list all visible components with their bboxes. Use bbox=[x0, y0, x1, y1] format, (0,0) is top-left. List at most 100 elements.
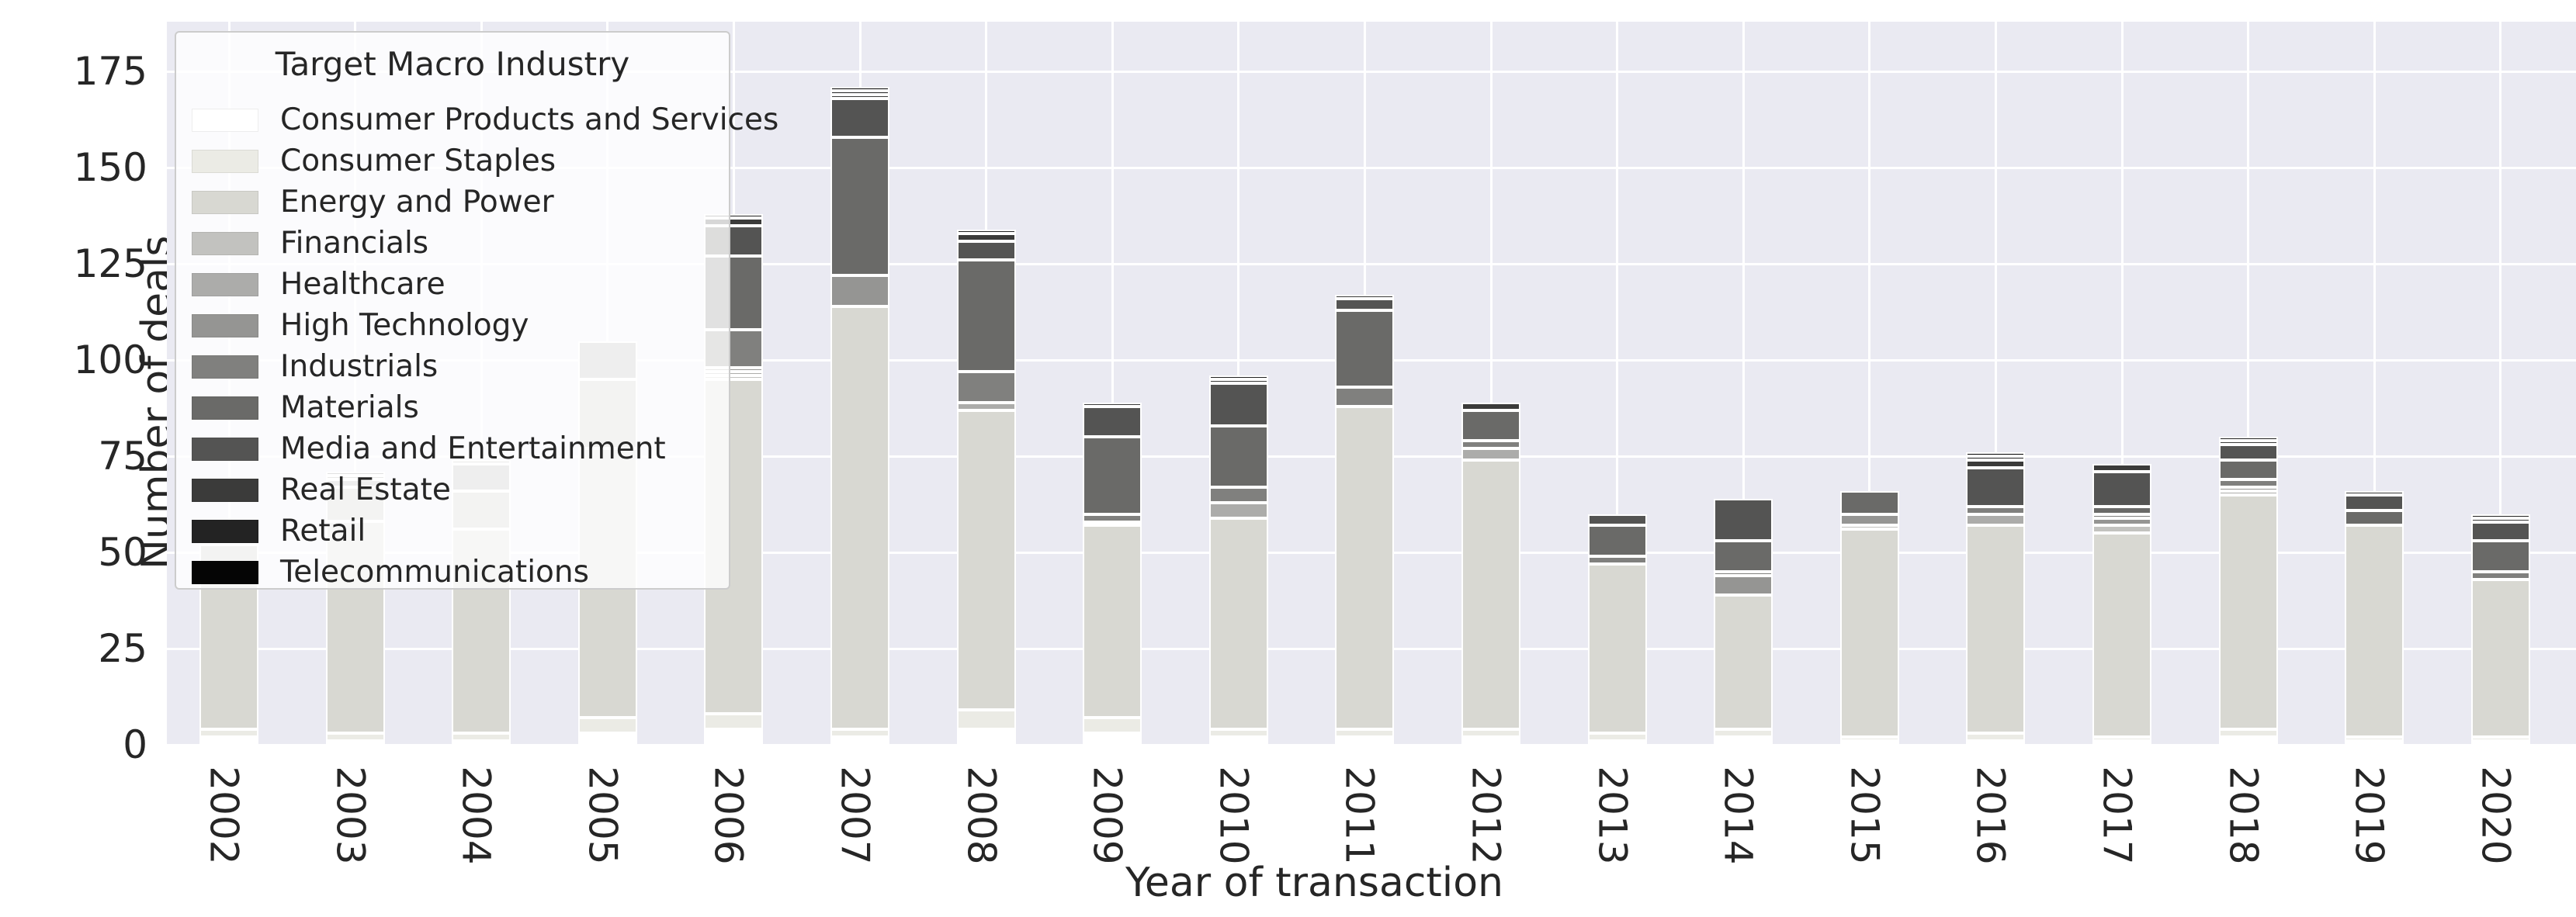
bar-segment bbox=[1208, 517, 1268, 730]
stacked-bar-2012 bbox=[1461, 402, 1520, 745]
bar-segment bbox=[1966, 456, 2026, 461]
bar-segment bbox=[325, 733, 385, 742]
bar-segment bbox=[1208, 375, 1268, 380]
bar-segment bbox=[1966, 525, 2026, 734]
legend-swatch bbox=[192, 313, 258, 337]
bar-segment bbox=[1966, 452, 2026, 457]
x-tick-label: 2020 bbox=[2473, 766, 2519, 865]
bar-segment bbox=[2345, 494, 2404, 510]
bar-segment bbox=[1208, 737, 1268, 745]
stacked-bar-2020 bbox=[2470, 514, 2530, 745]
bar-segment bbox=[2092, 514, 2151, 518]
x-tick-label: 2009 bbox=[1084, 766, 1130, 865]
legend-swatch bbox=[192, 231, 258, 255]
bar-segment bbox=[577, 718, 637, 734]
bar-segment bbox=[325, 741, 385, 745]
bar-segment bbox=[830, 275, 889, 306]
bar-segment bbox=[1083, 718, 1142, 734]
bar-segment bbox=[1587, 556, 1647, 565]
bar-segment bbox=[2345, 741, 2404, 745]
x-tick-label: 2016 bbox=[1968, 766, 2014, 865]
gridline-v bbox=[1616, 22, 1619, 745]
stacked-bar-2007 bbox=[830, 87, 889, 745]
legend-item: High Technology bbox=[192, 305, 721, 346]
bar-segment bbox=[1966, 460, 2026, 469]
bar-segment bbox=[956, 372, 1016, 403]
gridline-h bbox=[167, 166, 2576, 169]
legend-label: Consumer Products and Services bbox=[280, 102, 779, 137]
bar-segment bbox=[2470, 517, 2530, 522]
gridline-v bbox=[2499, 22, 2502, 745]
bar-segment bbox=[2470, 741, 2530, 745]
gridline-v bbox=[2373, 22, 2376, 745]
bar-segment bbox=[1461, 737, 1520, 745]
x-tick-label: 2015 bbox=[1842, 766, 1888, 865]
x-tick-label: 2007 bbox=[832, 766, 878, 865]
bar-segment bbox=[1083, 521, 1142, 526]
bar-segment bbox=[2218, 479, 2278, 487]
bar-segment bbox=[2345, 510, 2404, 526]
bar-segment bbox=[2092, 464, 2151, 472]
legend-label: Consumer Staples bbox=[280, 144, 556, 178]
legend-label: Healthcare bbox=[280, 267, 446, 302]
gridline-h bbox=[167, 70, 2576, 73]
bar-segment bbox=[1335, 310, 1395, 387]
gridline-h bbox=[167, 743, 2576, 746]
x-tick-label: 2003 bbox=[328, 766, 373, 865]
bar-segment bbox=[1714, 737, 1773, 745]
bar-segment bbox=[2218, 494, 2278, 730]
bar-segment bbox=[1966, 514, 2026, 526]
legend-swatch bbox=[192, 272, 258, 296]
bar-segment bbox=[704, 714, 764, 730]
bar-segment bbox=[1839, 737, 1899, 742]
bar-segment bbox=[830, 95, 889, 99]
bar-segment bbox=[2345, 737, 2404, 742]
bar-segment bbox=[1839, 525, 1899, 530]
x-tick-label: 2017 bbox=[2094, 766, 2140, 865]
x-tick-label: 2005 bbox=[580, 766, 626, 865]
bar-segment bbox=[830, 91, 889, 95]
bar-segment bbox=[1587, 733, 1647, 742]
legend-label: Real Estate bbox=[280, 472, 451, 507]
gridline-v bbox=[1742, 22, 1745, 745]
x-tick-label: 2018 bbox=[2221, 766, 2266, 865]
bar-segment bbox=[1208, 425, 1268, 487]
stacked-bar-2010 bbox=[1208, 375, 1268, 745]
bar-segment bbox=[2470, 571, 2530, 580]
stacked-bar-2017 bbox=[2092, 464, 2151, 745]
legend-label: High Technology bbox=[280, 308, 529, 343]
bar-segment bbox=[830, 99, 889, 137]
stacked-bar-2014 bbox=[1714, 498, 1773, 745]
bar-segment bbox=[1208, 502, 1268, 518]
bar-segment bbox=[956, 240, 1016, 261]
legend-label: Industrials bbox=[280, 349, 439, 384]
bar-segment bbox=[830, 737, 889, 745]
bar-segment bbox=[956, 402, 1016, 410]
bar-segment bbox=[1335, 295, 1395, 299]
bar-segment bbox=[1966, 741, 2026, 745]
gridline-v bbox=[1489, 22, 1493, 745]
bar-segment bbox=[1461, 441, 1520, 449]
legend-item: Financials bbox=[192, 223, 721, 264]
gridline-v bbox=[1111, 22, 1114, 745]
y-tick-label: 175 bbox=[73, 49, 147, 95]
gridline-h bbox=[167, 262, 2576, 265]
gridline-v bbox=[1994, 22, 1997, 745]
bar-segment bbox=[1335, 386, 1395, 407]
bar-segment bbox=[2470, 737, 2530, 742]
bar-segment bbox=[1083, 514, 1142, 522]
bar-segment bbox=[2345, 525, 2404, 738]
bar-segment bbox=[1461, 410, 1520, 441]
legend-item: Industrials bbox=[192, 346, 721, 387]
stacked-bar-2018 bbox=[2218, 437, 2278, 745]
legend-swatch bbox=[192, 396, 258, 420]
bar-segment bbox=[830, 729, 889, 738]
bar-segment bbox=[1966, 733, 2026, 742]
bar-segment bbox=[2218, 486, 2278, 491]
bar-segment bbox=[956, 410, 1016, 711]
stacked-bar-2015 bbox=[1839, 490, 1899, 745]
x-tick-label: 2011 bbox=[1337, 766, 1383, 865]
bar-segment bbox=[1461, 402, 1520, 410]
bar-segment bbox=[1208, 379, 1268, 384]
plot-area bbox=[167, 22, 2576, 746]
